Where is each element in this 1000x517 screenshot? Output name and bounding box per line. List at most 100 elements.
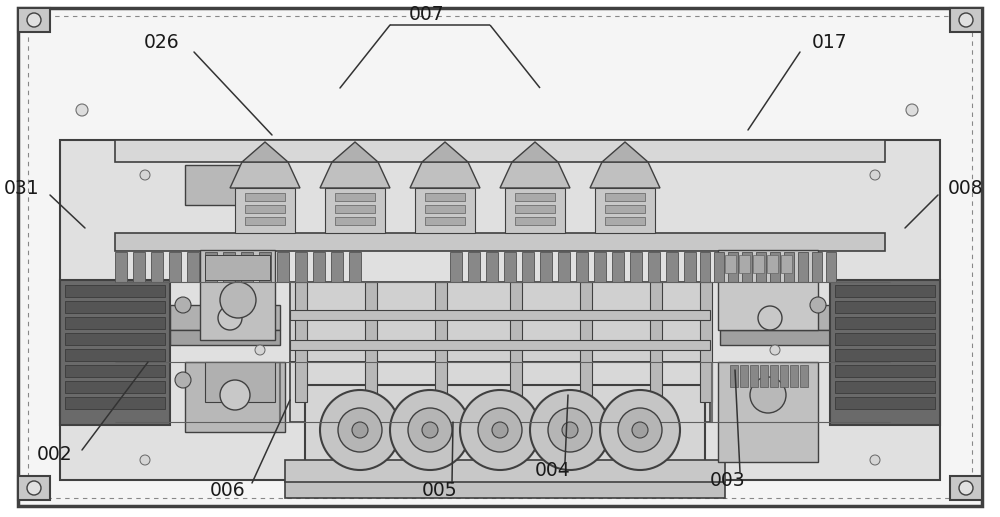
Text: 007: 007	[409, 6, 445, 24]
Bar	[65, 397, 165, 409]
Circle shape	[422, 422, 438, 438]
Bar	[612, 252, 624, 282]
Bar	[595, 188, 655, 233]
Bar	[666, 252, 678, 282]
Bar	[313, 252, 325, 282]
Bar	[760, 365, 768, 387]
Bar	[605, 217, 645, 225]
Text: 017: 017	[812, 33, 848, 52]
Bar	[151, 252, 163, 282]
Bar	[605, 205, 645, 213]
Circle shape	[408, 408, 452, 452]
Bar	[515, 217, 555, 225]
Circle shape	[770, 345, 780, 355]
Bar	[170, 305, 280, 330]
Polygon shape	[500, 162, 570, 188]
Bar	[504, 252, 516, 282]
Text: 026: 026	[144, 33, 180, 52]
Circle shape	[478, 408, 522, 452]
Circle shape	[27, 481, 41, 495]
Bar	[784, 252, 794, 282]
Circle shape	[492, 422, 508, 438]
Polygon shape	[512, 142, 558, 162]
Circle shape	[390, 390, 470, 470]
Bar	[425, 205, 465, 213]
Bar	[540, 252, 552, 282]
Circle shape	[906, 384, 918, 396]
Bar	[725, 255, 736, 273]
Bar	[812, 252, 822, 282]
Bar	[720, 330, 830, 345]
Bar	[742, 252, 752, 282]
Circle shape	[175, 372, 191, 388]
Bar	[285, 460, 725, 482]
Bar	[835, 381, 935, 393]
Bar	[305, 385, 705, 480]
Polygon shape	[242, 142, 288, 162]
Bar	[115, 252, 127, 282]
Bar	[205, 252, 217, 282]
Bar	[205, 362, 275, 402]
Circle shape	[548, 408, 592, 452]
Bar	[365, 282, 377, 402]
Bar	[290, 310, 710, 320]
Text: 031: 031	[4, 178, 40, 197]
Bar	[781, 255, 792, 273]
Polygon shape	[602, 142, 648, 162]
Bar	[245, 205, 285, 213]
Bar	[650, 282, 662, 402]
Text: 004: 004	[535, 461, 571, 479]
Bar	[835, 349, 935, 361]
Bar	[65, 349, 165, 361]
Bar	[205, 255, 270, 280]
Bar	[767, 255, 778, 273]
Circle shape	[600, 390, 680, 470]
Bar	[290, 362, 710, 422]
Circle shape	[320, 390, 400, 470]
Bar	[65, 301, 165, 313]
Bar	[187, 252, 199, 282]
Circle shape	[140, 455, 150, 465]
Circle shape	[220, 282, 256, 318]
Circle shape	[632, 422, 648, 438]
Text: 003: 003	[710, 470, 746, 490]
Bar	[115, 233, 885, 251]
Bar	[185, 362, 285, 432]
Bar	[60, 140, 940, 480]
Bar	[770, 252, 780, 282]
Bar	[435, 282, 447, 402]
Text: 006: 006	[210, 480, 246, 499]
Bar	[259, 252, 271, 282]
Bar	[730, 365, 738, 387]
Bar	[331, 252, 343, 282]
Circle shape	[27, 13, 41, 27]
Bar	[18, 8, 50, 32]
Polygon shape	[332, 142, 378, 162]
Bar	[830, 280, 940, 425]
Bar	[245, 217, 285, 225]
Circle shape	[76, 104, 88, 116]
Bar	[718, 362, 818, 462]
Circle shape	[770, 285, 780, 295]
Bar	[245, 193, 285, 201]
Circle shape	[220, 380, 250, 410]
Polygon shape	[410, 162, 480, 188]
Bar	[718, 250, 818, 330]
Polygon shape	[422, 142, 468, 162]
Bar	[325, 188, 385, 233]
Bar	[580, 282, 592, 402]
Bar	[798, 252, 808, 282]
Bar	[740, 365, 748, 387]
Bar	[728, 252, 738, 282]
Bar	[335, 193, 375, 201]
Bar	[115, 140, 885, 162]
Bar	[770, 365, 778, 387]
Bar	[349, 252, 361, 282]
Polygon shape	[320, 162, 390, 188]
Bar	[335, 217, 375, 225]
Bar	[505, 188, 565, 233]
Bar	[780, 365, 788, 387]
Bar	[594, 252, 606, 282]
Bar	[835, 301, 935, 313]
Circle shape	[76, 384, 88, 396]
